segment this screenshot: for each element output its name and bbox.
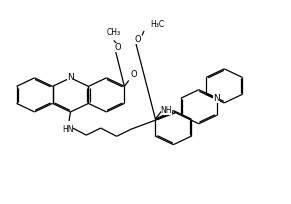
Text: O: O (130, 70, 137, 79)
Text: N: N (67, 73, 74, 82)
Text: HN: HN (62, 125, 73, 134)
Text: NH: NH (161, 106, 172, 115)
Text: H₃C: H₃C (150, 20, 164, 29)
Text: CH₃: CH₃ (107, 28, 121, 37)
Text: O: O (135, 35, 142, 44)
Text: N: N (213, 94, 220, 103)
Text: O: O (115, 43, 121, 52)
